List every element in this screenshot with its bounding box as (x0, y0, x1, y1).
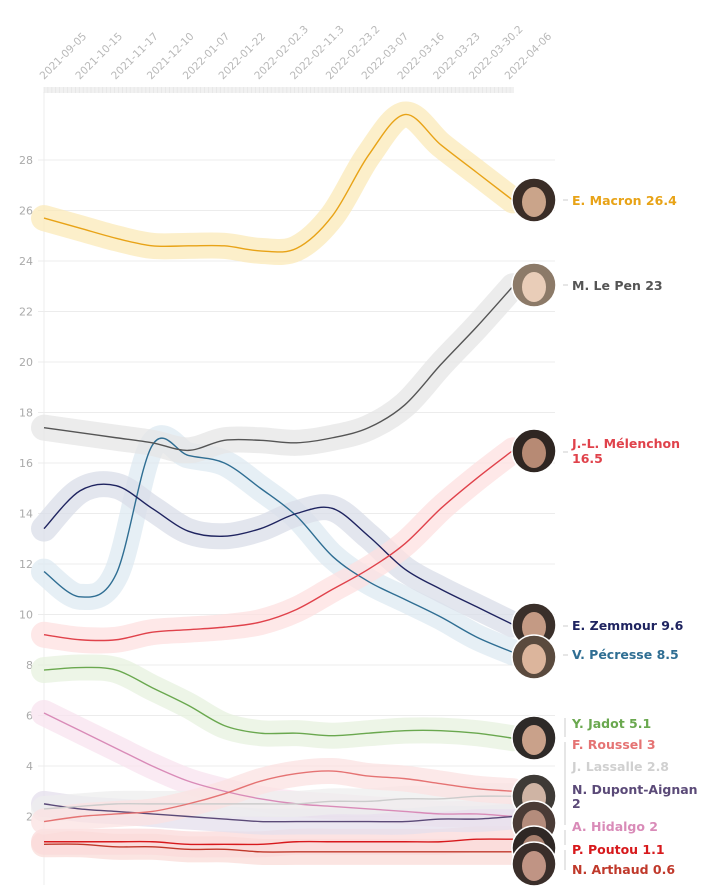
label-melenchon: J.-L. Mélenchon (571, 436, 680, 451)
y-tick-label: 10 (19, 609, 33, 622)
y-tick-label: 24 (19, 255, 33, 268)
line-m-le-pen (43, 285, 514, 452)
line-v-p-cresse (43, 437, 514, 654)
y-tick-label: 26 (19, 205, 33, 218)
portrait-y-jadot (511, 715, 557, 761)
label-dupont-aignan-value: 2 (572, 796, 581, 811)
label-dupont-aignan: N. Dupont-Aignan (572, 782, 698, 797)
line-n-dupont-aignan (43, 803, 514, 823)
portrait-face-icon (522, 272, 546, 302)
label-roussel: F. Roussel 3 (572, 737, 656, 752)
label-jadot: Y. Jadot 5.1 (571, 716, 651, 731)
y-tick-label: 8 (26, 659, 33, 672)
line-f-roussel (43, 770, 514, 823)
line-a-hidalgo (43, 712, 514, 818)
x-axis-ticks: 2021-09-052021-10-152021-11-172021-12-10… (38, 23, 554, 93)
portrait-n-arthaud (511, 841, 557, 887)
band-y-jadot (31, 654, 526, 752)
label-lepen: M. Le Pen 23 (572, 278, 663, 293)
y-tick-label: 4 (26, 760, 33, 773)
y-tick-label: 2 (26, 811, 33, 824)
y-tick-label: 18 (19, 407, 33, 420)
portrait-face-icon (522, 438, 546, 468)
label-melenchon-value: 16.5 (572, 451, 603, 466)
band-e-macron (31, 101, 526, 265)
line-j-lassalle (43, 795, 514, 810)
line-y-jadot (43, 666, 514, 739)
series-lines (43, 113, 514, 853)
line-e-zemmour (43, 483, 514, 626)
line-p-poutou (43, 838, 514, 846)
y-tick-label: 16 (19, 457, 33, 470)
y-tick-label: 6 (26, 710, 33, 723)
portrait-face-icon (522, 725, 546, 755)
y-tick-label: 20 (19, 356, 33, 369)
y-tick-label: 22 (19, 306, 33, 319)
portrait-j-l-m-lenchon (511, 428, 557, 474)
label-brackets (563, 199, 568, 870)
portrait-face-icon (522, 187, 546, 217)
portrait-m-le-pen (511, 262, 557, 308)
portrait-face-icon (522, 644, 546, 674)
label-zemmour: E. Zemmour 9.6 (572, 618, 684, 633)
confidence-bands (31, 101, 526, 866)
candidate-portraits (511, 177, 557, 887)
band-m-le-pen (31, 273, 526, 464)
y-tick-label: 12 (19, 558, 33, 571)
y-tick-label: 28 (19, 154, 33, 167)
label-lassalle: J. Lassalle 2.8 (571, 759, 669, 774)
label-hidalgo: A. Hidalgo 2 (572, 819, 658, 834)
line-j-l-m-lenchon (43, 449, 514, 642)
label-arthaud: N. Arthaud 0.6 (572, 862, 675, 877)
portrait-e-macron (511, 177, 557, 223)
portrait-face-icon (522, 612, 546, 642)
line-e-macron (43, 113, 514, 253)
label-macron: E. Macron 26.4 (572, 193, 677, 208)
label-poutou: P. Poutou 1.1 (572, 842, 665, 857)
portrait-e-zemmour (511, 602, 557, 648)
label-pecresse: V. Pécresse 8.5 (572, 647, 679, 662)
line-n-arthaud (43, 843, 513, 853)
candidate-labels: E. Macron 26.4 M. Le Pen 23 J.-L. Mélenc… (571, 193, 698, 877)
portrait-face-icon (522, 851, 546, 881)
portrait-v-p-cresse (511, 634, 557, 680)
y-tick-label: 14 (19, 508, 33, 521)
